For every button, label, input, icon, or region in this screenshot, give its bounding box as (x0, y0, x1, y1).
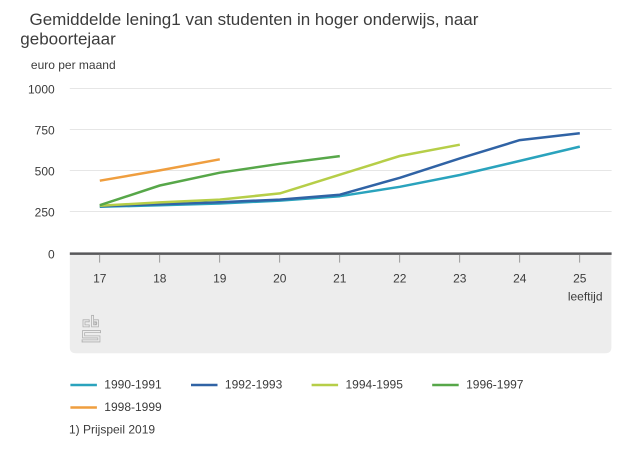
svg-text:21: 21 (333, 272, 347, 286)
svg-text:geboortejaar: geboortejaar (20, 30, 116, 49)
svg-text:24: 24 (513, 272, 527, 286)
svg-text:19: 19 (213, 272, 227, 286)
svg-text:20: 20 (273, 272, 287, 286)
svg-text:1) Prijspeil 2019: 1) Prijspeil 2019 (69, 422, 155, 436)
svg-text:0: 0 (48, 248, 55, 262)
svg-text:750: 750 (35, 124, 55, 138)
svg-text:euro per maand: euro per maand (31, 58, 116, 72)
svg-text:22: 22 (393, 272, 407, 286)
svg-text:1992-1993: 1992-1993 (225, 378, 283, 392)
svg-text:250: 250 (35, 206, 55, 220)
svg-text:1996-1997: 1996-1997 (466, 378, 524, 392)
svg-text:25: 25 (573, 272, 587, 286)
svg-text:1000: 1000 (28, 83, 55, 97)
svg-text:1994-1995: 1994-1995 (346, 378, 404, 392)
svg-text:Gemiddelde lening1 van student: Gemiddelde lening1 van studenten in hoge… (30, 10, 479, 29)
svg-text:500: 500 (35, 165, 55, 179)
svg-text:1998-1999: 1998-1999 (104, 400, 162, 414)
svg-text:23: 23 (453, 272, 467, 286)
svg-text:leeftijd: leeftijd (568, 290, 603, 304)
svg-text:17: 17 (93, 272, 107, 286)
svg-text:18: 18 (153, 272, 167, 286)
svg-text:1990-1991: 1990-1991 (104, 378, 162, 392)
